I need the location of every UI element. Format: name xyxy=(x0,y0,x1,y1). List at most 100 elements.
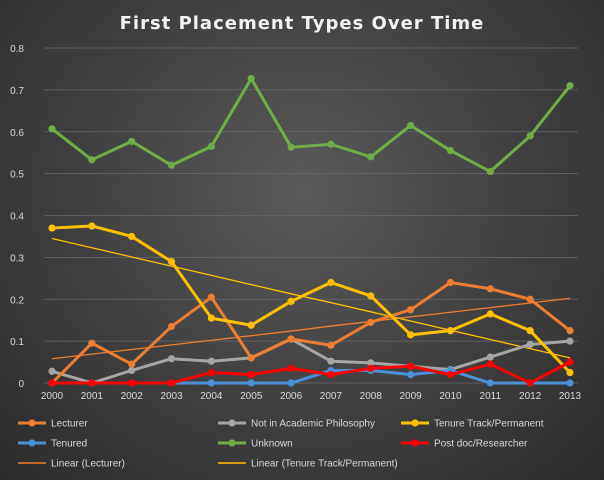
legend-item: Linear (Lecturer) xyxy=(18,459,125,470)
data-point xyxy=(128,232,136,241)
y-tick-label: 0.4 xyxy=(10,212,24,223)
data-point xyxy=(247,74,255,83)
data-point xyxy=(167,379,176,387)
data-point xyxy=(287,364,295,372)
series-line xyxy=(51,224,572,374)
data-point xyxy=(48,379,56,387)
data-point xyxy=(566,82,574,90)
data-point xyxy=(526,295,534,303)
x-tick-label: 2004 xyxy=(200,391,223,402)
data-point xyxy=(327,357,335,365)
x-tick-label: 2008 xyxy=(360,391,383,402)
data-point xyxy=(128,360,136,368)
data-point xyxy=(207,357,215,365)
data-point xyxy=(407,121,415,130)
x-tick-label: 2010 xyxy=(439,391,462,402)
legend-item: Post doc/Researcher xyxy=(401,439,528,450)
data-point xyxy=(247,371,255,379)
x-tick-label: 2002 xyxy=(121,391,144,402)
data-point xyxy=(367,359,375,367)
legend-marker xyxy=(28,419,36,427)
x-tick-label: 2012 xyxy=(519,391,542,402)
data-point xyxy=(287,335,295,343)
data-point xyxy=(167,355,176,363)
data-point xyxy=(327,140,335,148)
x-axis-ticks: 2000 2001 2002 2003 2004 2005 2006 2007 2008 2009… xyxy=(41,391,582,402)
data-point xyxy=(526,379,534,387)
series-line xyxy=(51,77,572,174)
data-point xyxy=(486,360,494,368)
data-point xyxy=(167,257,176,266)
legend-item: Linear (Tenure Track/Permanent) xyxy=(218,459,398,470)
data-point xyxy=(207,293,215,301)
data-point xyxy=(287,297,295,305)
legend-item: Not in Academic Philosophy xyxy=(218,419,375,430)
data-point xyxy=(367,153,375,161)
data-point xyxy=(407,306,415,314)
data-point xyxy=(407,371,415,379)
data-point xyxy=(526,340,534,349)
legend-label: Unknown xyxy=(251,439,293,450)
data-point xyxy=(128,366,136,375)
series-line xyxy=(51,337,571,385)
legend-label: Linear (Tenure Track/Permanent) xyxy=(251,459,398,470)
data-point xyxy=(526,132,534,140)
y-tick-label: 0 xyxy=(18,379,24,390)
legend-item: Unknown xyxy=(218,439,293,450)
y-tick-label: 0.6 xyxy=(10,128,24,139)
legend-item: Tenure Track/Permanent xyxy=(401,419,544,430)
legend-label: Not in Academic Philosophy xyxy=(251,419,375,430)
data-point xyxy=(566,379,574,387)
data-point xyxy=(367,318,375,326)
series-2 xyxy=(48,222,574,377)
series-0 xyxy=(48,278,574,387)
data-point xyxy=(446,371,455,379)
y-tick-label: 0.7 xyxy=(10,86,24,97)
data-point xyxy=(327,341,335,349)
legend-label: Post doc/Researcher xyxy=(434,439,528,450)
chart-title: First Placement Types Over Time xyxy=(120,13,485,34)
x-tick-label: 2001 xyxy=(81,391,104,402)
data-point xyxy=(486,310,494,318)
data-point xyxy=(128,379,136,387)
trendline-7 xyxy=(51,237,571,359)
series-line xyxy=(52,360,571,385)
series-line xyxy=(50,281,571,385)
x-tick-label: 2006 xyxy=(280,391,303,402)
data-point xyxy=(486,379,494,387)
trendlines xyxy=(51,237,571,360)
legend-marker xyxy=(228,419,236,427)
x-tick-label: 2009 xyxy=(399,391,422,402)
legend-item: Tenured xyxy=(18,439,87,450)
data-point xyxy=(367,364,375,372)
data-point xyxy=(167,161,176,169)
data-point xyxy=(207,314,215,322)
data-point xyxy=(247,354,255,362)
data-point xyxy=(446,278,455,287)
data-point xyxy=(407,331,415,339)
y-axis-ticks: 0 0.1 0.2 0.3 0.4 0.5 0.6 0.7 0.8 xyxy=(10,44,24,390)
data-point xyxy=(88,379,96,387)
data-point xyxy=(327,278,335,287)
series-4 xyxy=(48,74,574,176)
data-point xyxy=(407,362,415,370)
data-point xyxy=(367,292,375,300)
data-point xyxy=(207,368,215,377)
legend-item: Lecturer xyxy=(18,419,88,430)
x-tick-label: 2003 xyxy=(160,391,183,402)
x-tick-label: 2005 xyxy=(240,391,263,402)
legend-label: Tenured xyxy=(51,439,87,450)
data-point xyxy=(167,322,176,331)
x-tick-label: 2000 xyxy=(41,391,64,402)
y-tick-label: 0.8 xyxy=(10,44,24,55)
data-point xyxy=(88,222,96,230)
x-tick-label: 2011 xyxy=(480,391,502,402)
data-point xyxy=(287,143,295,151)
trendline-6 xyxy=(51,297,571,360)
data-point xyxy=(88,339,96,347)
x-tick-label: 2013 xyxy=(559,391,582,402)
data-point xyxy=(566,327,574,335)
legend-marker xyxy=(228,439,236,447)
